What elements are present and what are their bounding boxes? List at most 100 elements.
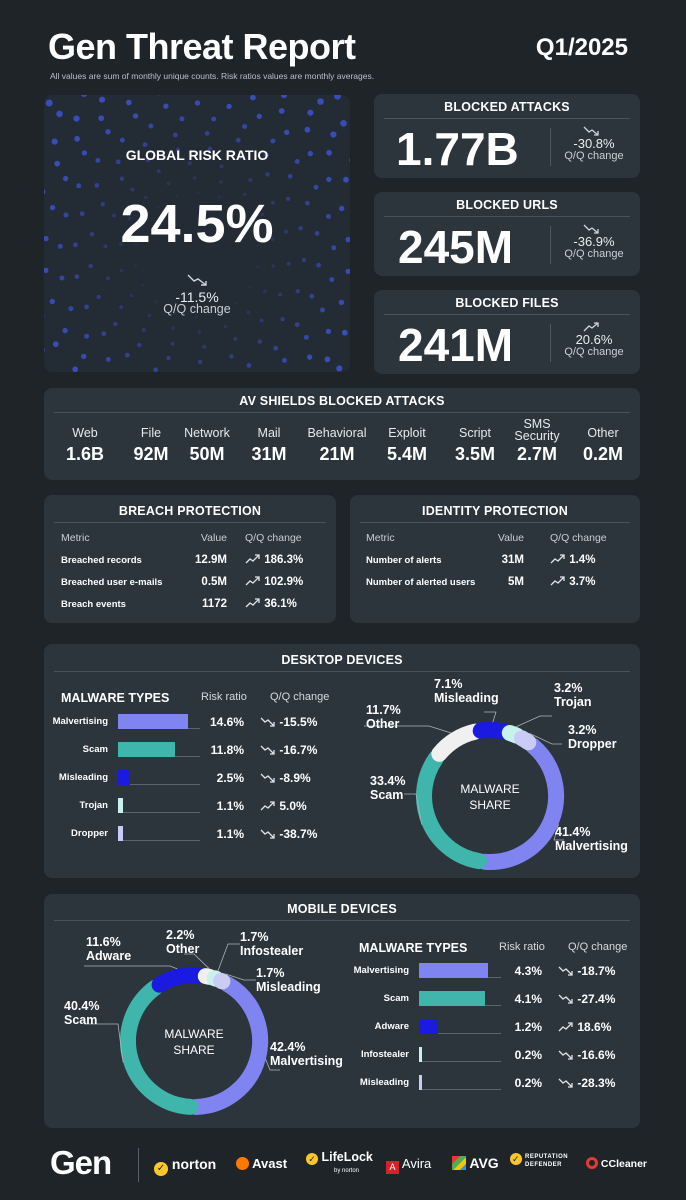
pattern-dot [125, 99, 132, 106]
report-quarter: Q1/2025 [535, 34, 628, 61]
pattern-dot [306, 354, 313, 360]
pattern-dot [324, 356, 331, 363]
pattern-dot [226, 103, 232, 110]
donut-label-name: Malvertising [555, 839, 628, 853]
global-risk-value: 24.5% [120, 194, 274, 254]
pattern-dot [173, 132, 178, 138]
report-note: All values are sum of monthly unique cou… [50, 71, 375, 81]
col-change: Q/Q change [245, 532, 302, 544]
pattern-dot [270, 138, 276, 144]
qq-change-text: -38.7% [279, 827, 318, 841]
pattern-dot [74, 135, 80, 142]
malware-type-label: Misleading [58, 772, 108, 783]
malware-type-label: Malvertising [52, 716, 108, 727]
risk-ratio-value: 2.5% [216, 771, 244, 785]
pattern-dot [166, 181, 171, 186]
global-risk-change-label: Q/Q change [163, 302, 231, 316]
lifelock-logo: ✓ LifeLock by norton [306, 1151, 373, 1177]
risk-ratio-value: 1.2% [514, 1020, 542, 1034]
desktop-devices-card: DESKTOP DEVICES MALWARE TYPES Risk ratio… [44, 644, 640, 878]
pattern-dot [89, 232, 95, 237]
breach-change: 102.9% [227, 571, 325, 593]
pattern-dot [317, 98, 324, 105]
risk-ratio-value: 11.8% [210, 743, 244, 757]
trend-down-icon [558, 1050, 573, 1060]
divider [384, 216, 630, 217]
breach-protection-card: BREACH PROTECTION Metric Value Q/Q chang… [44, 495, 336, 623]
pattern-dot [153, 367, 159, 372]
table-row: Breach events 1172 36.1% [61, 593, 325, 615]
pattern-dot [51, 138, 58, 145]
pattern-dot [62, 175, 69, 182]
pattern-dot [259, 318, 264, 323]
pattern-dot [326, 176, 332, 183]
pattern-dot [73, 115, 80, 122]
pattern-dot [248, 285, 252, 289]
pattern-dot [242, 124, 248, 129]
breach-table: Metric Value Q/Q change Breached records… [61, 527, 325, 615]
pattern-dot [49, 204, 56, 211]
risk-ratio-value: 1.1% [216, 799, 244, 813]
reputation-defender-name: REPUTATION DEFENDER [525, 1154, 569, 1168]
av-shield-label: Script [459, 426, 491, 440]
donut-label-name: Dropper [568, 737, 617, 751]
pattern-dot [250, 95, 256, 101]
norton-logo: ✓ norton [154, 1156, 216, 1176]
table-row: Number of alerted users 5M 3.7% [366, 571, 630, 593]
blocked-attacks-label: BLOCKED ATTACKS [444, 100, 570, 114]
pattern-dot [119, 242, 123, 246]
pattern-dot [309, 293, 315, 299]
pattern-dot [340, 120, 347, 127]
donut-slice [472, 722, 513, 740]
global-risk-change: -11.5% Q/Q change [147, 290, 247, 316]
pattern-dot [270, 200, 275, 205]
qq-change-text: -16.6% [577, 1048, 616, 1062]
pattern-dot [334, 95, 341, 100]
pattern-dot [44, 347, 45, 352]
gen-logo: Gen [50, 1144, 112, 1181]
donut-label-percent: 33.4% [370, 774, 405, 788]
pattern-dot [345, 268, 350, 275]
pattern-dot [137, 342, 142, 348]
pattern-dot [145, 157, 150, 163]
pattern-dot [170, 341, 175, 346]
pattern-dot [287, 173, 293, 179]
trend-up-icon [245, 576, 261, 588]
pattern-dot [256, 243, 260, 247]
norton-name: norton [171, 1156, 217, 1172]
av-shield-label: Network [184, 426, 230, 440]
av-shield-label: SMS Security [514, 417, 560, 443]
donut-label-name: Infostealer [240, 944, 303, 958]
identity-metric: Number of alerts [366, 554, 442, 566]
blocked-urls-change-value: -36.9% [573, 234, 615, 249]
pattern-dot [166, 355, 171, 361]
av-shield-item: Script 3.5M [440, 426, 510, 465]
pattern-dot [298, 226, 303, 231]
trend-up-icon [550, 554, 566, 566]
pattern-dot [106, 276, 110, 281]
pattern-dot [44, 267, 49, 274]
pattern-dot [141, 328, 146, 332]
donut-label-name: Misleading [434, 691, 499, 705]
donut-label-percent: 11.7% [366, 703, 401, 717]
risk-ratio-bar [419, 1075, 423, 1090]
pattern-dot [264, 152, 269, 158]
av-shield-item: SMS Security 2.7M [502, 418, 572, 465]
donut-label-name: Scam [370, 788, 403, 802]
pattern-dot [132, 113, 139, 119]
pattern-dot [95, 157, 101, 163]
pattern-dot [142, 221, 146, 225]
qq-change-value: -16.6% [558, 1048, 615, 1062]
trend-up-icon [582, 320, 602, 338]
blocked-urls-label: BLOCKED URLS [456, 198, 558, 212]
pattern-dot [175, 194, 179, 198]
breach-change: 186.3% [227, 549, 325, 571]
av-shield-label: Behavioral [307, 426, 367, 440]
divider [384, 314, 630, 315]
pattern-dot [316, 262, 321, 268]
qq-change-text: -28.3% [577, 1076, 616, 1090]
desktop-devices-title: DESKTOP DEVICES [281, 653, 403, 667]
pattern-dot [349, 158, 350, 163]
pattern-dot [54, 160, 61, 167]
pattern-dot [49, 298, 55, 305]
